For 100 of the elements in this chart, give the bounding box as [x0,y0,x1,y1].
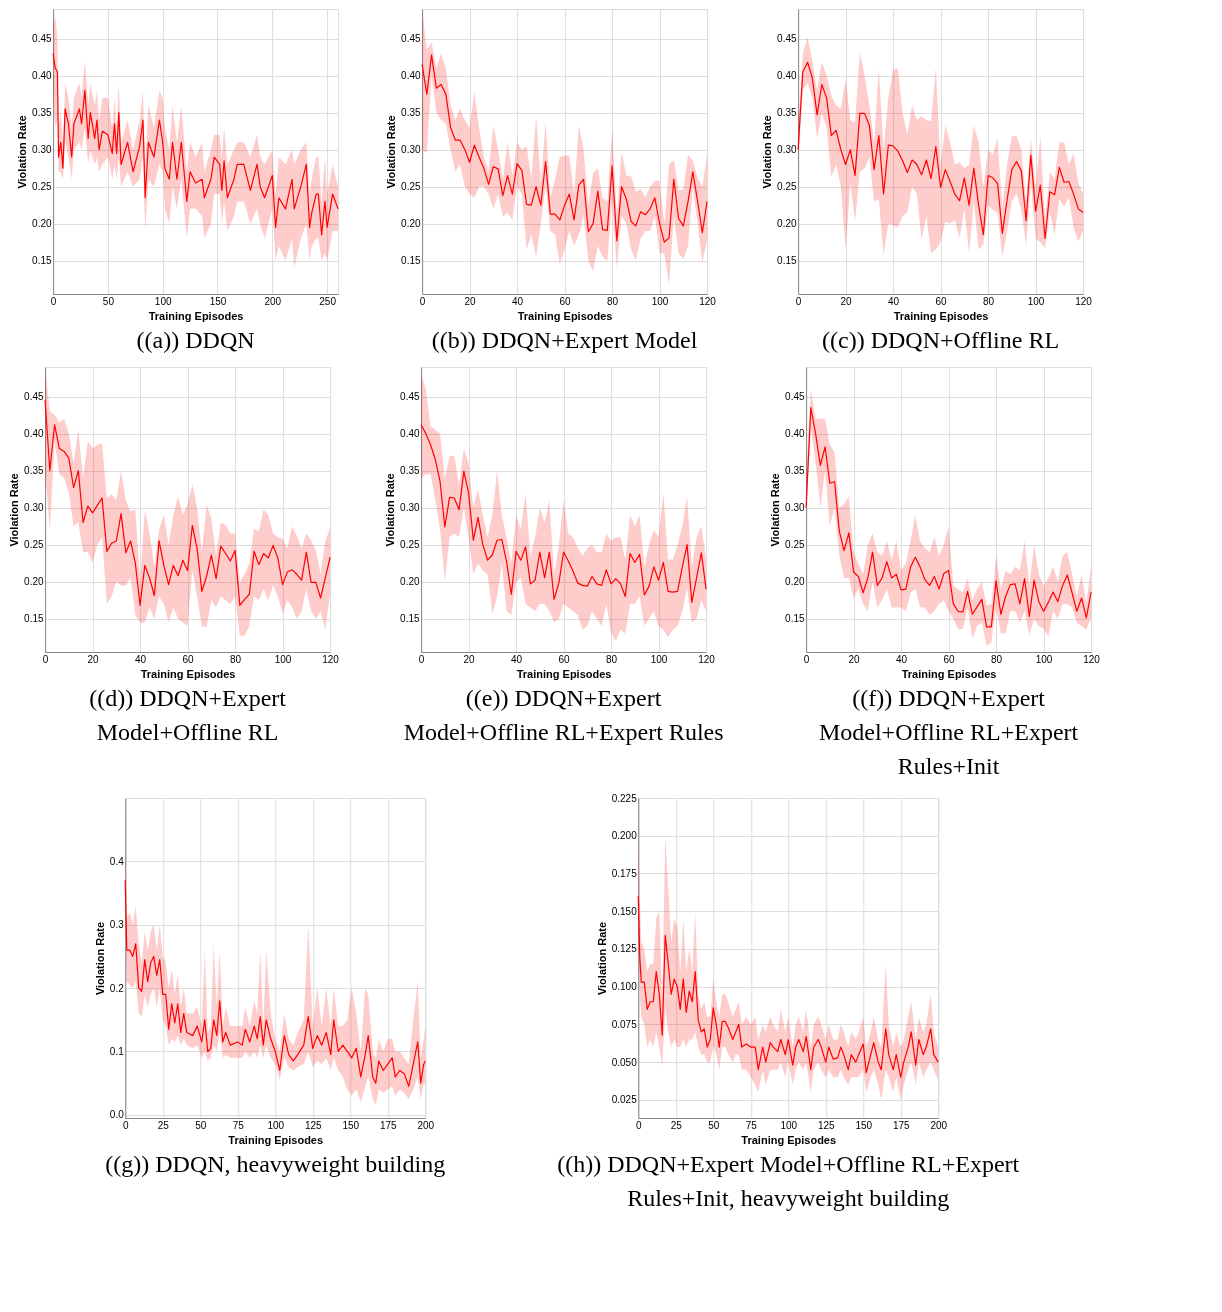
x-tick-label: 100 [780,1119,798,1131]
y-tick-label: 0.45 [401,33,422,45]
x-tick-label: 150 [342,1119,360,1131]
x-tick-label: 200 [930,1119,948,1131]
y-tick-label: 0.15 [400,613,421,625]
x-axis-title: Training Episodes [228,1133,324,1146]
x-tick-label: 50 [102,295,115,307]
x-tick-label: 60 [182,653,195,665]
x-tick-label: 0 [803,653,810,665]
x-tick-label: 120 [1083,653,1101,665]
y-axis-title: Violation Rate [595,921,608,996]
x-tick-label: 60 [558,653,571,665]
x-tick-label: 80 [230,653,242,665]
y-tick-label: 0.40 [401,70,422,82]
y-tick-label: 0.0 [109,1109,125,1121]
line-series [52,52,339,236]
y-axis-title: Violation Rate [93,921,106,996]
y-tick-label: 0.45 [785,391,806,403]
x-axis-title: Training Episodes [893,309,989,322]
x-tick-label: 100 [1035,653,1053,665]
y-tick-label: 0.025 [611,1094,638,1106]
y-tick-label: 0.150 [611,905,638,917]
y-tick-label: 0.20 [32,218,53,230]
y-tick-label: 0.25 [401,181,422,193]
x-tick-label: 80 [983,295,995,307]
y-tick-label: 0.30 [785,502,806,514]
y-tick-label: 0.15 [401,255,422,267]
text: ((h)) DDQN+Expert Model+Offline RL+Expert Rules+Init, heavyweight building [557,1151,1020,1211]
x-tick-label: 50 [195,1119,207,1131]
y-tick-label: 0.20 [401,218,422,230]
x-tick-label: 80 [991,653,1003,665]
y-tick-label: 0.30 [32,144,53,156]
y-tick-label: 0.075 [611,1018,638,1030]
x-tick-label: 25 [670,1119,683,1131]
x-tick-label: 120 [322,653,340,665]
y-tick-label: 0.35 [24,465,45,477]
x-tick-label: 40 [511,653,523,665]
x-tick-label: 75 [232,1119,245,1131]
y-tick-label: 0.40 [32,70,53,82]
x-tick-label: 120 [698,653,716,665]
y-tick-label: 0.225 [611,792,638,804]
line-series [637,895,939,1078]
x-tick-label: 0 [50,295,57,307]
x-tick-label: 25 [157,1119,170,1131]
x-tick-label: 150 [209,295,227,307]
y-tick-label: 0.15 [785,613,806,625]
x-tick-label: 125 [304,1119,323,1131]
y-tick-label: 0.175 [611,867,638,879]
x-tick-label: 20 [840,295,853,307]
x-tick-label: 40 [888,295,900,307]
y-tick-label: 0.20 [400,576,421,588]
y-tick-label: 0.050 [611,1056,638,1068]
x-tick-label: 40 [135,653,147,665]
x-tick-label: 100 [1027,295,1045,307]
x-tick-label: 60 [935,295,948,307]
y-tick-label: 0.40 [400,428,421,440]
y-tick-label: 0.35 [777,107,798,119]
y-tick-label: 0.15 [24,613,45,625]
x-tick-label: 200 [264,295,282,307]
y-tick-label: 0.45 [777,33,798,45]
x-axis-title: Training Episodes [517,309,613,322]
y-axis-title: Violation Rate [385,115,398,189]
x-axis-title: Training Episodes [901,667,997,680]
x-tick-label: 0 [419,295,426,307]
x-tick-label: 100 [274,653,292,665]
x-tick-label: 0 [122,1119,129,1131]
y-tick-label: 0.30 [401,144,422,156]
y-tick-label: 0.45 [400,391,421,403]
y-axis-title: Violation Rate [16,115,29,189]
x-tick-label: 0 [42,653,49,665]
y-tick-label: 0.100 [611,981,638,993]
text: ((e)) DDQN+Expert Model+Offline RL+Expert Rules [403,685,724,745]
y-tick-label: 0.35 [401,107,422,119]
x-tick-label: 200 [417,1119,435,1131]
x-tick-label: 60 [559,295,572,307]
x-tick-label: 100 [650,653,668,665]
y-tick-label: 0.1 [109,1045,125,1057]
line-series [421,54,708,243]
y-axis-title: Violation Rate [769,473,782,547]
y-tick-label: 0.35 [400,465,421,477]
y-tick-label: 0.200 [611,830,638,842]
y-tick-label: 0.125 [611,943,638,955]
x-tick-label: 20 [463,653,476,665]
y-tick-label: 0.35 [785,465,806,477]
x-axis-title: Training Episodes [148,309,244,322]
x-tick-label: 100 [154,295,172,307]
y-tick-label: 0.25 [777,181,798,193]
y-tick-label: 0.3 [109,919,125,931]
y-axis-title: Violation Rate [8,473,21,547]
x-axis-title: Training Episodes [741,1133,837,1146]
x-tick-label: 75 [745,1119,758,1131]
x-tick-label: 120 [1075,295,1093,307]
y-tick-label: 0.15 [777,255,798,267]
y-tick-label: 0.25 [785,539,806,551]
x-tick-label: 20 [87,653,100,665]
x-tick-label: 120 [699,295,717,307]
text: ((f)) DDQN+Expert Model+Offline RL+Expert Rules+Init [818,685,1079,779]
x-tick-label: 80 [606,653,618,665]
text: ((c)) DDQN+Offline RL [822,327,1060,353]
y-tick-label: 0.40 [24,428,45,440]
